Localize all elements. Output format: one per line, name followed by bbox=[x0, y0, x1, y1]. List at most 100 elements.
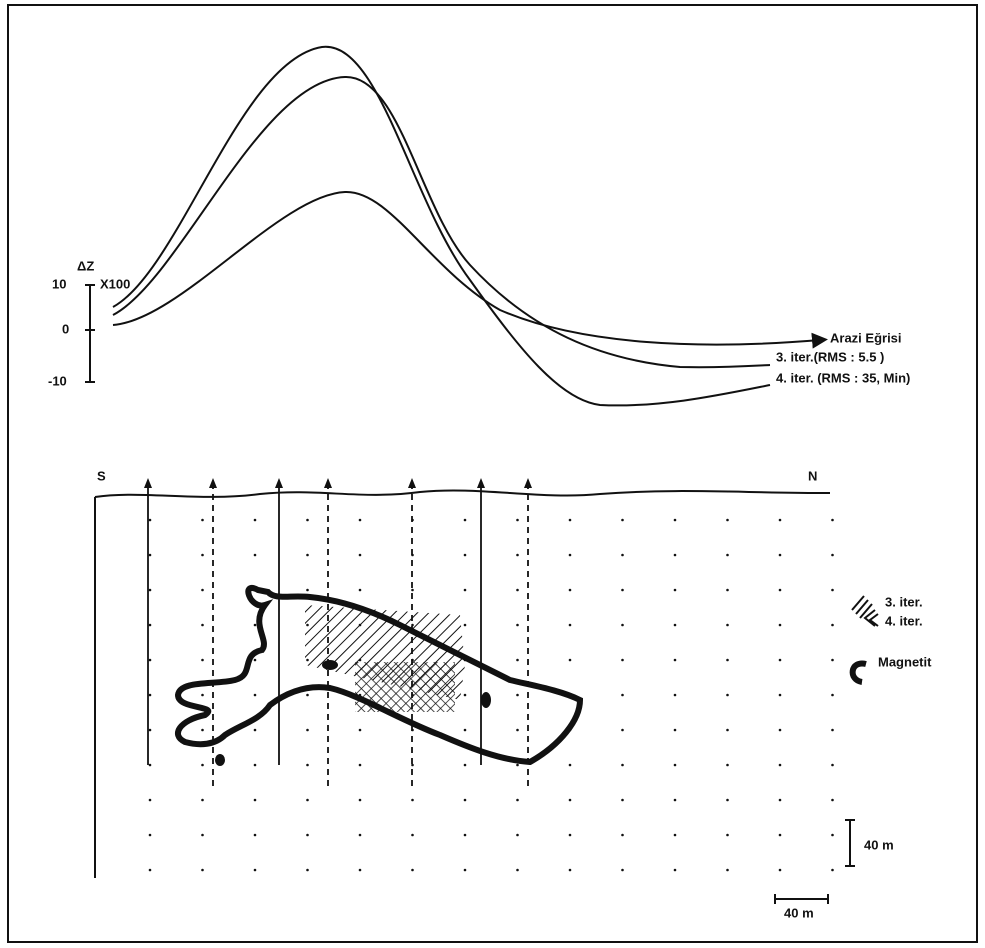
grid-dot bbox=[831, 624, 834, 627]
grid-dot bbox=[254, 554, 257, 557]
grid-dot bbox=[254, 764, 257, 767]
grid-dot bbox=[254, 659, 257, 662]
grid-dot bbox=[516, 519, 519, 522]
grid-dot bbox=[726, 694, 729, 697]
grid-dot bbox=[464, 554, 467, 557]
grid-dot bbox=[831, 554, 834, 557]
grid-dot bbox=[831, 694, 834, 697]
grid-dot bbox=[621, 869, 624, 872]
grid-dot bbox=[621, 624, 624, 627]
grid-dot bbox=[149, 834, 152, 837]
dz-axis bbox=[85, 285, 95, 382]
grid-dot bbox=[359, 589, 362, 592]
grid-dot bbox=[726, 834, 729, 837]
grid-dot bbox=[779, 589, 782, 592]
borehole-arrow bbox=[324, 478, 332, 488]
borehole-arrow bbox=[209, 478, 217, 488]
grid-dot bbox=[831, 589, 834, 592]
multiplier: X100 bbox=[100, 276, 130, 291]
grid-dot bbox=[359, 834, 362, 837]
curve-arazi bbox=[113, 192, 820, 345]
grid-dot bbox=[149, 764, 152, 767]
grid-dot bbox=[516, 834, 519, 837]
grid-dot bbox=[516, 869, 519, 872]
grid-dot bbox=[516, 624, 519, 627]
grid-dot bbox=[569, 554, 572, 557]
grid-dot bbox=[464, 624, 467, 627]
curve-4-iter bbox=[113, 47, 770, 406]
grid-dot bbox=[254, 694, 257, 697]
grid-dot bbox=[674, 624, 677, 627]
grid-dot bbox=[779, 554, 782, 557]
grid-dot bbox=[569, 519, 572, 522]
grid-dot bbox=[621, 694, 624, 697]
grid-dot bbox=[726, 764, 729, 767]
figure: ΔZ X100 10 0 -10 Arazi Eğrisi 3. iter.(R… bbox=[0, 0, 985, 948]
grid-dot bbox=[831, 799, 834, 802]
grid-dot bbox=[674, 764, 677, 767]
scale-bars bbox=[775, 820, 855, 904]
grid-dot bbox=[621, 519, 624, 522]
grid-dot bbox=[779, 694, 782, 697]
grid-dot bbox=[516, 554, 519, 557]
grid-dot bbox=[726, 589, 729, 592]
grid-dot bbox=[516, 729, 519, 732]
grid-dot bbox=[569, 834, 572, 837]
grid-dot bbox=[411, 834, 414, 837]
grid-dot bbox=[674, 554, 677, 557]
grid-dot bbox=[831, 834, 834, 837]
grid-dot bbox=[149, 694, 152, 697]
grid-dot bbox=[516, 799, 519, 802]
grid-dot bbox=[621, 834, 624, 837]
grid-dot bbox=[254, 624, 257, 627]
legend-label: 4. iter. bbox=[885, 613, 923, 628]
grid-dot bbox=[411, 589, 414, 592]
grid-dot bbox=[201, 729, 204, 732]
grid-dots bbox=[149, 519, 834, 872]
grid-dot bbox=[359, 869, 362, 872]
grid-dot bbox=[464, 869, 467, 872]
horizontal-scale-label: 40 m bbox=[784, 905, 814, 920]
grid-dot bbox=[674, 869, 677, 872]
tick-label: 10 bbox=[52, 276, 66, 291]
magnetite-lens bbox=[215, 754, 225, 766]
legend-label: 3. iter. bbox=[885, 594, 923, 609]
grid-dot bbox=[254, 799, 257, 802]
grid-dot bbox=[359, 799, 362, 802]
grid-dot bbox=[149, 799, 152, 802]
grid-dot bbox=[359, 729, 362, 732]
grid-dot bbox=[726, 659, 729, 662]
grid-dot bbox=[201, 659, 204, 662]
north-label: N bbox=[808, 468, 817, 483]
borehole-arrow bbox=[144, 478, 152, 488]
vertical-scale-label: 40 m bbox=[864, 837, 894, 852]
grid-dot bbox=[201, 624, 204, 627]
grid-dot bbox=[569, 799, 572, 802]
grid-dot bbox=[516, 764, 519, 767]
magnetite-lens bbox=[322, 660, 338, 670]
grid-dot bbox=[149, 589, 152, 592]
grid-dot bbox=[201, 834, 204, 837]
grid-dot bbox=[254, 519, 257, 522]
grid-dot bbox=[306, 694, 309, 697]
grid-dot bbox=[254, 869, 257, 872]
grid-dot bbox=[674, 589, 677, 592]
borehole-arrow bbox=[524, 478, 532, 488]
grid-dot bbox=[674, 659, 677, 662]
grid-dot bbox=[726, 729, 729, 732]
grid-dot bbox=[779, 799, 782, 802]
grid-dot bbox=[779, 519, 782, 522]
grid-dot bbox=[306, 554, 309, 557]
grid-dot bbox=[516, 589, 519, 592]
grid-dot bbox=[569, 764, 572, 767]
grid-dot bbox=[674, 729, 677, 732]
grid-dot bbox=[569, 624, 572, 627]
grid-dot bbox=[621, 659, 624, 662]
borehole-arrow bbox=[275, 478, 283, 488]
grid-dot bbox=[779, 869, 782, 872]
grid-dot bbox=[306, 834, 309, 837]
grid-dot bbox=[516, 659, 519, 662]
grid-dot bbox=[306, 519, 309, 522]
legend-label: Magnetit bbox=[878, 654, 932, 669]
grid-dot bbox=[779, 624, 782, 627]
